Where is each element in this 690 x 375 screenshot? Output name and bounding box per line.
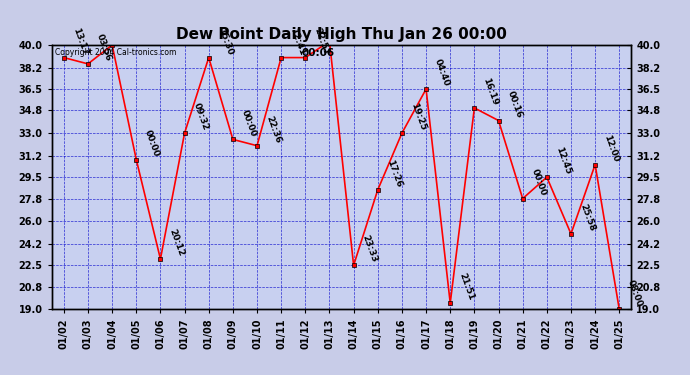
Text: 08:00: 08:00 bbox=[627, 278, 644, 308]
Text: 13:17: 13:17 bbox=[71, 26, 89, 56]
Text: 19:25: 19:25 bbox=[409, 102, 427, 132]
Text: 21:51: 21:51 bbox=[457, 272, 475, 302]
Text: 22:51: 22:51 bbox=[313, 26, 331, 56]
Text: 00:00: 00:00 bbox=[530, 168, 548, 197]
Title: Dew Point Daily High Thu Jan 26 00:00: Dew Point Daily High Thu Jan 26 00:00 bbox=[176, 27, 507, 42]
Text: 15:30: 15:30 bbox=[216, 26, 234, 56]
Text: 09:32: 09:32 bbox=[192, 102, 210, 132]
Text: 00:06: 00:06 bbox=[0, 374, 1, 375]
Text: 12:00: 12:00 bbox=[602, 134, 620, 163]
Text: 00:06: 00:06 bbox=[302, 48, 335, 58]
Text: 16:19: 16:19 bbox=[482, 76, 500, 106]
Text: 00:00: 00:00 bbox=[240, 108, 258, 138]
Text: 22:36: 22:36 bbox=[264, 114, 282, 144]
Text: 17:26: 17:26 bbox=[385, 158, 403, 188]
Text: 00:00: 00:00 bbox=[144, 129, 161, 158]
Text: 20:12: 20:12 bbox=[168, 228, 186, 258]
Text: 04:40: 04:40 bbox=[433, 58, 451, 88]
Text: Copyright 2004 Cal-tronics.com: Copyright 2004 Cal-tronics.com bbox=[55, 48, 176, 57]
Text: 12:45: 12:45 bbox=[554, 146, 572, 176]
Text: 03:56: 03:56 bbox=[95, 33, 113, 63]
Text: 25:58: 25:58 bbox=[578, 202, 596, 232]
Text: 23:33: 23:33 bbox=[361, 234, 379, 264]
Text: 12:41: 12:41 bbox=[288, 26, 306, 56]
Text: 00:16: 00:16 bbox=[506, 89, 524, 119]
